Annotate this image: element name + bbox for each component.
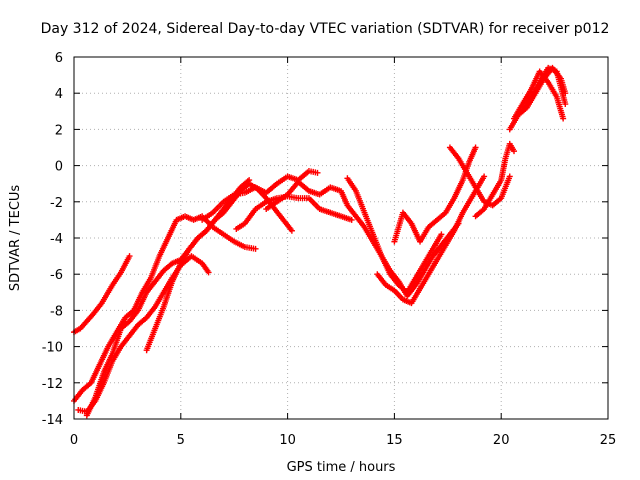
data-point <box>205 269 212 276</box>
y-tick-label: -8 <box>50 304 63 319</box>
data-point <box>472 144 479 151</box>
y-tick-label: -4 <box>50 232 63 247</box>
series-arc-4 <box>83 177 253 419</box>
y-tick-label: 2 <box>55 123 63 138</box>
data-point <box>252 245 259 252</box>
x-tick-label: 15 <box>386 433 403 448</box>
y-tick-label: 0 <box>55 160 63 175</box>
series-arc-16 <box>519 64 569 115</box>
grid <box>74 57 608 419</box>
series-arc-10 <box>374 173 488 307</box>
data-marks <box>71 64 569 419</box>
x-tick-label: 25 <box>600 433 617 448</box>
series-arc-9 <box>344 175 445 296</box>
data-point <box>481 173 488 180</box>
series-arc-1 <box>71 253 133 336</box>
data-point <box>438 231 445 238</box>
x-tick-label: 0 <box>70 433 78 448</box>
y-tick-label: -6 <box>50 268 63 283</box>
x-tick-label: 5 <box>177 433 185 448</box>
y-tick-label: -12 <box>42 377 63 392</box>
y-tick-label: -14 <box>42 413 63 428</box>
series-arc-2 <box>71 213 259 404</box>
series-arc-3 <box>75 253 212 415</box>
series-arc-15 <box>511 68 567 122</box>
axis-ticks: 0 5 10 15 20 25 -14 -12 -10 -8 -6 -4 -2 0 2 4 6 <box>42 51 617 448</box>
data-point <box>314 169 321 176</box>
data-point <box>562 101 569 108</box>
data-point <box>288 227 295 234</box>
y-tick-label: -10 <box>42 341 63 356</box>
data-point <box>348 216 355 223</box>
series-arc-7 <box>233 193 355 232</box>
series-arc-11 <box>391 144 479 245</box>
data-point <box>506 173 513 180</box>
x-axis-label: GPS time / hours <box>287 460 396 475</box>
series-arc-6 <box>199 168 321 223</box>
x-tick-label: 10 <box>279 433 296 448</box>
chart-title: Day 312 of 2024, Sidereal Day-to-day VTE… <box>41 21 610 37</box>
y-axis-label: SDTVAR / TECUs <box>8 185 23 292</box>
data-point <box>126 253 133 260</box>
y-tick-label: -2 <box>50 196 63 211</box>
series-arc-13 <box>472 140 518 220</box>
x-tick-label: 20 <box>493 433 510 448</box>
data-point <box>511 148 518 155</box>
series-arc-12 <box>446 144 513 209</box>
data-point <box>560 115 567 122</box>
y-tick-label: 4 <box>55 87 63 102</box>
y-tick-label: 6 <box>55 51 63 66</box>
